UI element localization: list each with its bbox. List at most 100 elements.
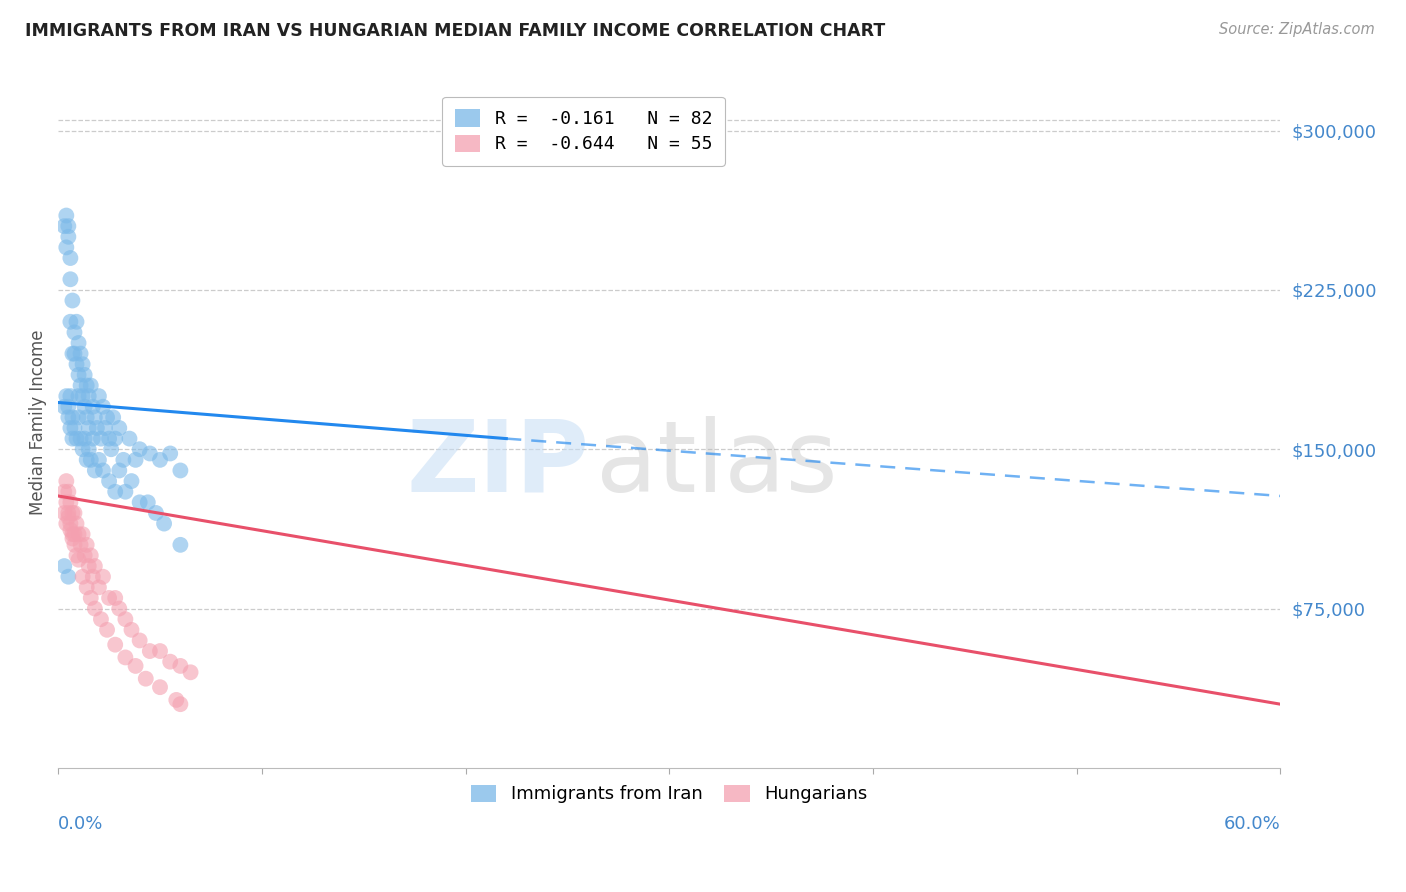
- Point: [72, 442, 94, 457]
- Point: [53, 219, 76, 234]
- Point: [58, 400, 80, 414]
- Point: [58, 219, 80, 234]
- Point: [69, 346, 91, 360]
- Point: [59, 389, 82, 403]
- Point: [58, 570, 80, 584]
- Point: [62, 432, 84, 446]
- Point: [58, 410, 80, 425]
- Point: [76, 580, 98, 594]
- Point: [98, 591, 121, 605]
- Point: [73, 368, 96, 382]
- Point: [104, 432, 127, 446]
- Point: [108, 421, 131, 435]
- Point: [128, 495, 150, 509]
- Point: [153, 516, 176, 531]
- Point: [114, 484, 136, 499]
- Point: [63, 421, 86, 435]
- Point: [72, 357, 94, 371]
- Point: [77, 389, 100, 403]
- Point: [58, 506, 80, 520]
- Point: [55, 516, 77, 531]
- Point: [101, 410, 124, 425]
- Point: [145, 506, 167, 520]
- Point: [87, 453, 110, 467]
- Point: [83, 601, 105, 615]
- Point: [118, 432, 141, 446]
- Point: [53, 559, 76, 574]
- Point: [180, 665, 202, 680]
- Point: [69, 378, 91, 392]
- Point: [124, 453, 146, 467]
- Point: [82, 432, 104, 446]
- Text: Source: ZipAtlas.com: Source: ZipAtlas.com: [1219, 22, 1375, 37]
- Point: [100, 442, 122, 457]
- Point: [139, 446, 162, 460]
- Point: [55, 389, 77, 403]
- Point: [82, 570, 104, 584]
- Point: [90, 612, 112, 626]
- Point: [55, 474, 77, 488]
- Point: [87, 389, 110, 403]
- Point: [62, 532, 84, 546]
- Point: [159, 446, 181, 460]
- Point: [59, 315, 82, 329]
- Point: [63, 346, 86, 360]
- Point: [169, 463, 191, 477]
- Point: [58, 484, 80, 499]
- Point: [58, 510, 80, 524]
- Point: [67, 368, 90, 382]
- Point: [62, 527, 84, 541]
- Point: [59, 421, 82, 435]
- Point: [80, 378, 103, 392]
- Point: [77, 421, 100, 435]
- Point: [83, 463, 105, 477]
- Point: [82, 400, 104, 414]
- Point: [149, 453, 172, 467]
- Point: [169, 538, 191, 552]
- Point: [104, 638, 127, 652]
- Point: [128, 633, 150, 648]
- Text: ZIP: ZIP: [406, 416, 589, 513]
- Point: [73, 432, 96, 446]
- Point: [165, 693, 187, 707]
- Y-axis label: Median Family Income: Median Family Income: [30, 330, 46, 516]
- Point: [63, 326, 86, 340]
- Point: [169, 697, 191, 711]
- Point: [76, 453, 98, 467]
- Point: [149, 644, 172, 658]
- Text: atlas: atlas: [596, 416, 838, 513]
- Point: [114, 612, 136, 626]
- Point: [72, 527, 94, 541]
- Point: [139, 644, 162, 658]
- Point: [112, 453, 135, 467]
- Point: [55, 209, 77, 223]
- Point: [72, 389, 94, 403]
- Point: [59, 251, 82, 265]
- Point: [104, 484, 127, 499]
- Point: [91, 570, 114, 584]
- Point: [108, 601, 131, 615]
- Point: [53, 484, 76, 499]
- Point: [76, 378, 98, 392]
- Point: [91, 463, 114, 477]
- Point: [69, 538, 91, 552]
- Point: [135, 672, 157, 686]
- Point: [80, 453, 103, 467]
- Point: [67, 336, 90, 351]
- Point: [62, 506, 84, 520]
- Point: [76, 410, 98, 425]
- Point: [58, 229, 80, 244]
- Point: [55, 240, 77, 254]
- Point: [87, 580, 110, 594]
- Point: [69, 432, 91, 446]
- Point: [76, 538, 98, 552]
- Point: [63, 506, 86, 520]
- Point: [77, 559, 100, 574]
- Point: [104, 591, 127, 605]
- Point: [62, 410, 84, 425]
- Point: [73, 549, 96, 563]
- Point: [59, 495, 82, 509]
- Point: [128, 442, 150, 457]
- Point: [91, 400, 114, 414]
- Point: [96, 410, 118, 425]
